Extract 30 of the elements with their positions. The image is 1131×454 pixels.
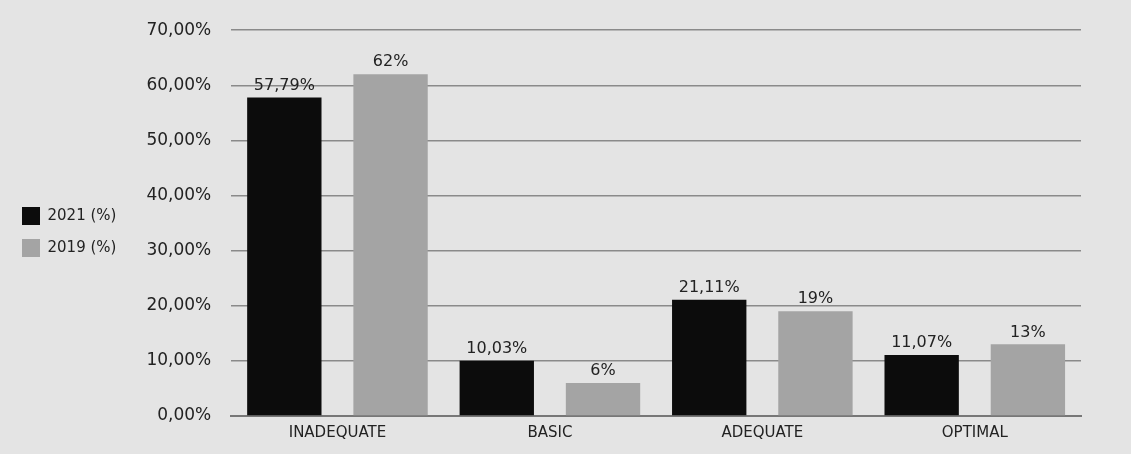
data-label: 10,03%	[466, 337, 528, 357]
legend-label: 2021 (%)	[47, 205, 117, 224]
y-tick-label: 20,00%	[146, 294, 212, 315]
data-label: 62%	[372, 51, 409, 71]
bar	[884, 354, 959, 416]
data-label: 19%	[797, 288, 834, 308]
bar	[672, 299, 747, 416]
y-tick-label: 30,00%	[146, 239, 212, 260]
y-tick-label: 60,00%	[146, 73, 212, 94]
y-tick-label: 0,00%	[157, 404, 212, 425]
y-tick-label: 40,00%	[146, 183, 212, 204]
bar	[459, 360, 534, 416]
y-tick-label: 10,00%	[146, 349, 212, 370]
legend-label: 2019 (%)	[47, 237, 117, 256]
bar	[565, 382, 641, 416]
x-tick-label: ADEQUATE	[721, 422, 804, 441]
data-label: 21,11%	[678, 276, 740, 296]
data-label: 13%	[1010, 321, 1046, 341]
y-tick-label: 50,00%	[146, 128, 212, 149]
bar	[353, 74, 428, 416]
y-tick-label: 70,00%	[146, 18, 212, 39]
bar	[778, 311, 853, 416]
x-tick-label: INADEQUATE	[288, 422, 387, 441]
x-tick-label: BASIC	[527, 422, 573, 441]
data-label: 6%	[590, 360, 616, 380]
data-label: 57,79%	[253, 74, 315, 94]
data-label: 11,07%	[891, 332, 953, 352]
bar	[990, 344, 1066, 416]
x-tick-label: OPTIMAL	[941, 422, 1009, 441]
bar	[247, 97, 322, 416]
